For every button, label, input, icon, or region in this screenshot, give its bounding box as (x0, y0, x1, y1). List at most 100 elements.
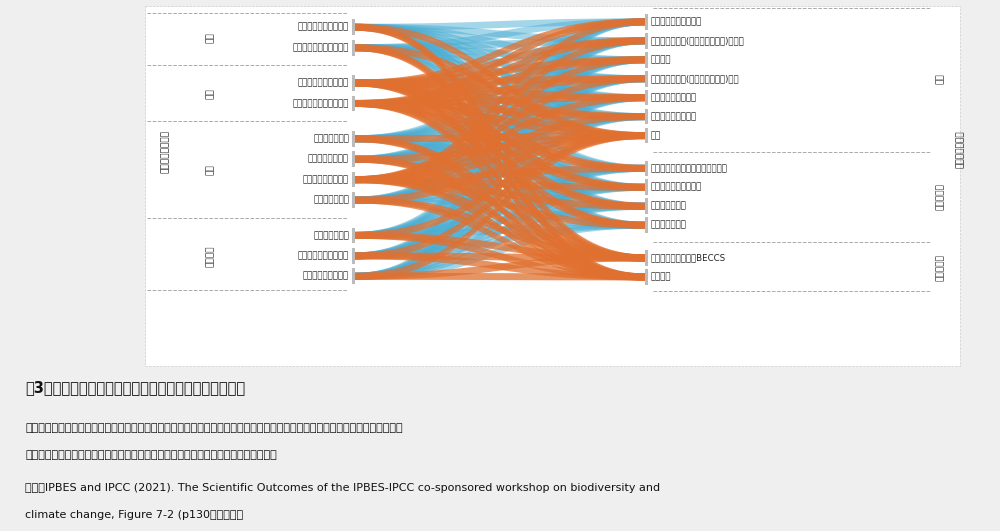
Polygon shape (355, 135, 645, 191)
Polygon shape (355, 135, 645, 172)
Text: 家畜・放牧管理の改善: 家畜・放牧管理の改善 (651, 183, 702, 192)
Polygon shape (355, 156, 645, 261)
Polygon shape (355, 56, 645, 259)
Polygon shape (355, 37, 645, 162)
Polygon shape (355, 19, 645, 259)
Text: 保護区の拡大と管理改善: 保護区の拡大と管理改善 (293, 43, 349, 52)
Text: 持続可能な水産業: 持続可能な水産業 (308, 155, 349, 164)
Text: 海洋炭素吸収源(ブルーカーボン)再生: 海洋炭素吸収源(ブルーカーボン)再生 (651, 74, 740, 83)
Polygon shape (355, 165, 645, 203)
Polygon shape (355, 135, 645, 210)
Text: 森林火災の管理: 森林火災の管理 (313, 195, 349, 204)
Text: 気候変動緩和策: 気候変動緩和策 (956, 131, 964, 168)
Polygon shape (355, 19, 645, 280)
Polygon shape (355, 132, 645, 162)
Polygon shape (355, 80, 645, 191)
Polygon shape (355, 176, 645, 280)
Polygon shape (355, 132, 645, 259)
Polygon shape (355, 37, 645, 51)
Polygon shape (355, 37, 645, 142)
Polygon shape (355, 24, 645, 191)
Text: 生物多様性の主流化: 生物多様性の主流化 (303, 272, 349, 281)
Polygon shape (355, 56, 645, 142)
Text: 自然: 自然 (936, 73, 944, 84)
Text: エネルギー: エネルギー (936, 254, 944, 281)
Polygon shape (355, 24, 645, 172)
Polygon shape (645, 33, 648, 49)
Polygon shape (355, 156, 645, 280)
Polygon shape (352, 228, 355, 243)
Polygon shape (355, 24, 645, 82)
Polygon shape (355, 24, 645, 63)
Polygon shape (355, 44, 645, 229)
Polygon shape (355, 75, 645, 239)
Polygon shape (645, 71, 648, 87)
Text: 再生: 再生 (206, 88, 214, 99)
Text: 種の再導入と個体群再生: 種の再導入と個体群再生 (293, 99, 349, 108)
Polygon shape (355, 24, 645, 261)
Text: フードロス削減: フードロス削減 (651, 202, 687, 211)
Polygon shape (355, 176, 645, 191)
Polygon shape (355, 24, 645, 44)
Polygon shape (355, 113, 645, 203)
Polygon shape (355, 94, 645, 280)
Polygon shape (355, 44, 645, 261)
Polygon shape (355, 113, 645, 183)
Polygon shape (355, 56, 645, 162)
Polygon shape (355, 56, 645, 239)
Polygon shape (352, 40, 355, 56)
Polygon shape (355, 184, 645, 259)
Text: 食の選択の変化: 食の選択の変化 (651, 221, 687, 230)
Text: 泥炭地の保全と再生: 泥炭地の保全と再生 (651, 93, 697, 102)
Polygon shape (355, 24, 645, 229)
Polygon shape (355, 44, 645, 63)
Polygon shape (355, 44, 645, 280)
Polygon shape (355, 100, 645, 280)
Polygon shape (355, 44, 645, 101)
Polygon shape (355, 94, 645, 183)
Polygon shape (355, 75, 645, 259)
Polygon shape (355, 80, 645, 139)
Text: 利用: 利用 (206, 164, 214, 175)
Polygon shape (355, 196, 645, 210)
Polygon shape (355, 19, 645, 239)
Polygon shape (355, 132, 645, 280)
Polygon shape (645, 128, 648, 143)
Polygon shape (355, 94, 645, 107)
Polygon shape (352, 269, 355, 284)
Polygon shape (355, 80, 645, 120)
Polygon shape (355, 37, 645, 203)
Polygon shape (355, 132, 645, 142)
Text: 保護: 保護 (206, 32, 214, 43)
Polygon shape (355, 75, 645, 162)
Polygon shape (355, 19, 645, 107)
Polygon shape (355, 222, 645, 259)
Text: 持続可能な農業: 持続可能な農業 (313, 134, 349, 143)
Polygon shape (355, 100, 645, 172)
Polygon shape (355, 132, 645, 239)
Text: 森林炭素吸収源の保全: 森林炭素吸収源の保全 (651, 18, 702, 27)
Polygon shape (355, 19, 645, 162)
Polygon shape (355, 135, 645, 280)
Polygon shape (355, 37, 645, 183)
Polygon shape (355, 165, 645, 183)
Polygon shape (355, 100, 645, 261)
Text: 持続可能な森林管理: 持続可能な森林管理 (651, 112, 697, 121)
Polygon shape (355, 113, 645, 239)
Text: 補助金の見直し: 補助金の見直し (313, 231, 349, 240)
Bar (145, 6, 960, 365)
Polygon shape (355, 113, 645, 280)
Polygon shape (355, 184, 645, 280)
Polygon shape (355, 232, 645, 261)
Polygon shape (355, 80, 645, 101)
Polygon shape (355, 184, 645, 203)
Text: 能力強化: 能力強化 (206, 245, 214, 267)
Polygon shape (645, 250, 648, 266)
Polygon shape (355, 254, 645, 280)
Polygon shape (352, 151, 355, 167)
Polygon shape (355, 56, 645, 203)
Polygon shape (355, 80, 645, 280)
Polygon shape (355, 44, 645, 120)
Polygon shape (355, 44, 645, 191)
Polygon shape (355, 19, 645, 31)
